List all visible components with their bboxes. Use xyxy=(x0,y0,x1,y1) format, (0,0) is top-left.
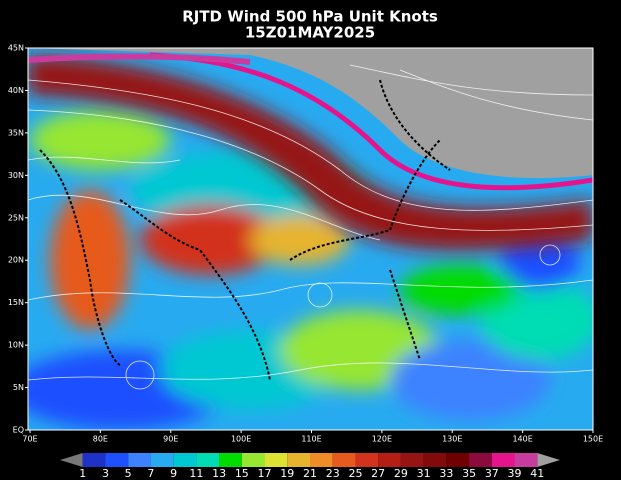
colorbar-swatch xyxy=(287,453,310,467)
colorbar-label: 13 xyxy=(212,467,226,480)
colorbar-label: 3 xyxy=(102,467,109,480)
colorbar-label: 9 xyxy=(170,467,177,480)
colorbar-label: 19 xyxy=(280,467,294,480)
lat-label: 10N xyxy=(8,341,24,350)
colorbar: 1 3 5 7 9 11 13 15 17 19 21 23 25 27 29 31 33 35 37 39 41 xyxy=(60,453,560,480)
colorbar-label: 5 xyxy=(125,467,132,480)
colorbar-swatch xyxy=(446,453,470,467)
lon-label: 90E xyxy=(163,435,178,444)
colorbar-label: 21 xyxy=(303,467,317,480)
colorbar-swatch xyxy=(128,453,151,467)
lat-label: 25N xyxy=(8,213,24,222)
lon-label: 130E xyxy=(442,435,462,444)
colorbar-label: 15 xyxy=(235,467,249,480)
colorbar-swatch xyxy=(150,453,174,467)
colorbar-swatch xyxy=(332,453,356,467)
colorbar-swatch xyxy=(105,453,129,467)
lat-axis: EQ 5N 10N 15N 20N 25N 30N 35N 40N 45N xyxy=(8,44,28,435)
colorbar-swatch xyxy=(219,453,242,467)
colorbar-swatch xyxy=(241,453,265,467)
lon-axis: 70E 80E 90E 100E 110E 120E 130E 140E 150E xyxy=(22,430,603,444)
colorbar-label: 33 xyxy=(439,467,453,480)
colorbar-swatch xyxy=(355,453,379,467)
map-subtitle: 15Z01MAY2025 xyxy=(245,24,375,42)
colorbar-label: 11 xyxy=(189,467,203,480)
colorbar-label: 23 xyxy=(326,467,340,480)
colorbar-swatch xyxy=(82,453,106,467)
colorbar-swatch xyxy=(537,453,560,467)
lat-label: 40N xyxy=(8,86,24,95)
colorbar-swatch xyxy=(310,453,333,467)
colorbar-swatch xyxy=(173,453,197,467)
colorbar-label: 1 xyxy=(79,467,86,480)
lon-label: 120E xyxy=(372,435,392,444)
lat-label: 5N xyxy=(13,383,24,392)
colorbar-swatch xyxy=(264,453,288,467)
colorbar-label: 31 xyxy=(417,467,431,480)
lon-label: 100E xyxy=(231,435,251,444)
lat-label: 15N xyxy=(8,298,24,307)
colorbar-swatch xyxy=(400,453,424,467)
colorbar-swatch xyxy=(378,453,401,467)
lon-label: 70E xyxy=(22,435,37,444)
lon-label: 140E xyxy=(512,435,532,444)
lon-label: 150E xyxy=(583,435,603,444)
wind-field xyxy=(28,48,593,430)
lat-label: 35N xyxy=(8,128,24,137)
colorbar-label: 17 xyxy=(258,467,272,480)
colorbar-label: 41 xyxy=(530,467,544,480)
colorbar-label: 27 xyxy=(371,467,385,480)
map-title: RJTD Wind 500 hPa Unit Knots xyxy=(182,8,438,26)
colorbar-swatch xyxy=(491,453,515,467)
colorbar-label: 37 xyxy=(485,467,499,480)
colorbar-swatch xyxy=(469,453,492,467)
lon-label: 110E xyxy=(301,435,321,444)
lat-label: EQ xyxy=(13,426,24,435)
colorbar-label: 39 xyxy=(508,467,522,480)
lat-label: 20N xyxy=(8,256,24,265)
lat-label: 45N xyxy=(8,44,24,53)
colorbar-swatch xyxy=(423,453,447,467)
colorbar-swatch xyxy=(196,453,220,467)
colorbar-label: 25 xyxy=(348,467,362,480)
lat-label: 30N xyxy=(8,171,24,180)
colorbar-swatch xyxy=(60,453,83,467)
map-frame xyxy=(27,47,594,431)
colorbar-label: 7 xyxy=(147,467,154,480)
colorbar-swatch xyxy=(514,453,538,467)
lon-label: 80E xyxy=(93,435,108,444)
colorbar-label: 29 xyxy=(394,467,408,480)
colorbar-label: 35 xyxy=(462,467,476,480)
